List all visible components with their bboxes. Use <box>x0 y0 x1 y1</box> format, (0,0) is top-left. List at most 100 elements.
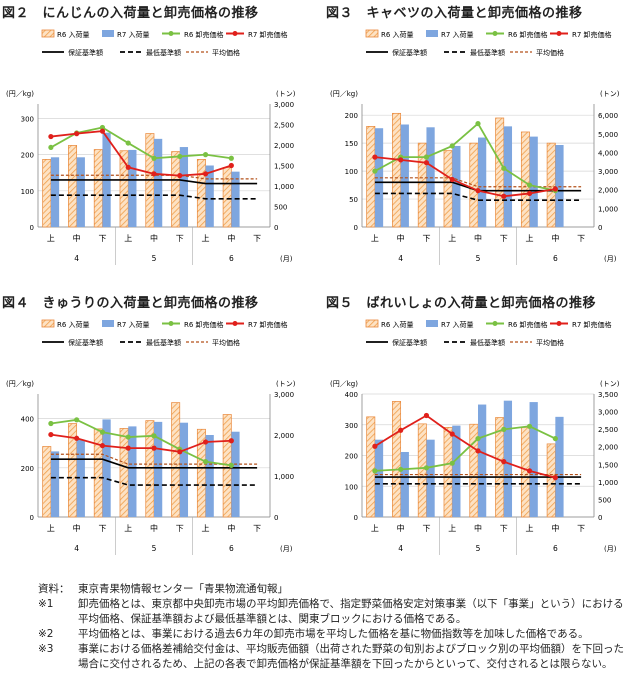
legend-label: R7 卸売価格 <box>572 320 612 329</box>
line-r7-price <box>50 130 232 177</box>
point-r6-price <box>202 152 209 158</box>
legend-label: R6 入荷量 <box>381 30 414 39</box>
x-tick-label: 上 <box>448 234 456 243</box>
bar-r7-qty <box>555 416 564 517</box>
point-r6-price <box>449 460 455 466</box>
x-tick-label: 中 <box>227 523 235 533</box>
y-tick-label: 100 <box>345 483 358 491</box>
legend-label: 最低基準額 <box>470 48 505 57</box>
bar-r6-qty <box>196 159 206 228</box>
y2-tick-label: 1,000 <box>598 205 618 213</box>
point-r7-price <box>552 475 558 481</box>
legend-label: R6 入荷量 <box>57 30 90 39</box>
line-r6-price <box>374 425 556 472</box>
legend-label: 保証基準額 <box>392 338 427 347</box>
bar-r6-qty <box>392 401 402 518</box>
y2-tick-label: 2,000 <box>598 444 618 452</box>
month-label: 5 <box>476 254 481 263</box>
point-r6-price <box>151 155 157 161</box>
legend-label: 最低基準額 <box>146 338 181 347</box>
x-tick-label: 下 <box>176 234 184 243</box>
point-r7-price <box>552 186 558 192</box>
x-tick-label: 上 <box>371 234 379 243</box>
x-tick-label: 下 <box>500 524 508 533</box>
point-r6-price <box>125 434 131 440</box>
point-r7-price <box>177 173 183 179</box>
y2-tick-label: 1,000 <box>274 183 294 191</box>
bar-r6-qty <box>93 149 103 228</box>
bar-r7-qty <box>128 426 137 517</box>
x-tick-label: 中 <box>551 233 559 243</box>
x-axis-unit: (月) <box>280 545 293 553</box>
bar-r6-qty <box>546 142 556 228</box>
bar-r6-qty <box>119 428 129 518</box>
legend-label: R7 入荷量 <box>117 320 150 329</box>
bar-r7-qty <box>478 137 487 227</box>
point-r7-price <box>372 443 378 449</box>
point-r7-price <box>372 154 378 160</box>
point-r6-price <box>475 120 481 127</box>
legend-r7-qty-swatch <box>426 30 438 37</box>
point-r7-price <box>125 445 131 451</box>
bar-r7-qty <box>529 402 538 517</box>
point-r7-price <box>48 431 54 438</box>
x-tick-label: 中 <box>397 233 405 243</box>
x-tick-label: 下 <box>577 234 585 243</box>
point-r6-price <box>99 124 106 131</box>
point-r6-price <box>526 423 533 429</box>
legend-label: R6 入荷量 <box>57 320 90 329</box>
bar-r7-qty <box>452 145 461 227</box>
y-tick-label: 0 <box>354 224 358 232</box>
bar-r7-qty <box>154 138 163 227</box>
x-tick-label: 中 <box>551 523 559 533</box>
point-r6-price <box>526 182 533 188</box>
y2-tick-label: 1,000 <box>598 479 618 487</box>
y2-tick-label: 0 <box>598 224 602 232</box>
chart-potato: 図５ ばれいしょの入荷量と卸売価格の推移 R6 入荷量 R7 入荷量 R6 卸売価格… <box>326 292 636 574</box>
month-label: 4 <box>398 544 403 553</box>
y2-tick-label: 3,500 <box>598 391 618 399</box>
chart-carrot: 図２ にんじんの入荷量と卸売価格の推移 R6 入荷量 R7 入荷量 R6 卸売価格 R… <box>2 2 312 284</box>
y-tick-label: 0 <box>30 514 34 522</box>
y2-tick-label: 3,000 <box>274 101 294 109</box>
point-r6-price <box>74 417 80 423</box>
point-r6-price <box>501 165 507 171</box>
bar-r6-qty <box>366 126 376 228</box>
line-minimum-base <box>50 476 258 486</box>
bar-r6-qty <box>417 423 427 518</box>
y2-tick-label: 1,500 <box>598 461 618 469</box>
point-r7-price <box>475 448 481 454</box>
legend-label: R6 卸売価格 <box>184 320 224 329</box>
x-tick-label: 中 <box>150 233 158 243</box>
chart-title: 図２ にんじんの入荷量と卸売価格の推移 <box>2 6 259 21</box>
x-tick-label: 上 <box>448 524 456 533</box>
bar-r6-qty <box>392 112 402 228</box>
x-tick-label: 下 <box>422 234 430 243</box>
y2-axis-unit: (トン) <box>600 90 620 98</box>
note-row: ※2 平均価格とは、事業における過去6カ年の卸売市場を平均した価格を基に物価指数等… <box>38 628 589 640</box>
y2-tick-label: 0 <box>598 514 602 522</box>
bar-r7-qty <box>400 451 409 517</box>
legend-r7-qty-swatch <box>102 320 114 327</box>
x-tick-label: 下 <box>253 234 261 243</box>
bar-r7-qty <box>400 124 409 227</box>
point-r7-price <box>501 193 507 199</box>
x-tick-label: 上 <box>526 524 534 533</box>
y-tick-label: 200 <box>345 112 358 120</box>
y2-tick-label: 2,500 <box>598 426 618 434</box>
point-r7-price <box>526 190 533 197</box>
bar-r6-qty <box>42 159 52 228</box>
point-r6-price <box>177 153 183 160</box>
chart-cabbage: 図３ キャベツの入荷量と卸売価格の推移 R6 入荷量 R7 入荷量 R6 卸売価格 R… <box>326 2 636 284</box>
legend-label: 平均価格 <box>536 338 564 347</box>
y2-axis-unit: (トン) <box>600 380 620 388</box>
x-axis-unit: (月) <box>604 545 617 553</box>
y2-tick-label: 2,500 <box>274 122 294 130</box>
bar-r7-qty <box>76 439 85 517</box>
legend-marker <box>168 31 174 36</box>
point-r6-price <box>48 144 54 151</box>
y2-tick-label: 6,000 <box>598 112 618 120</box>
